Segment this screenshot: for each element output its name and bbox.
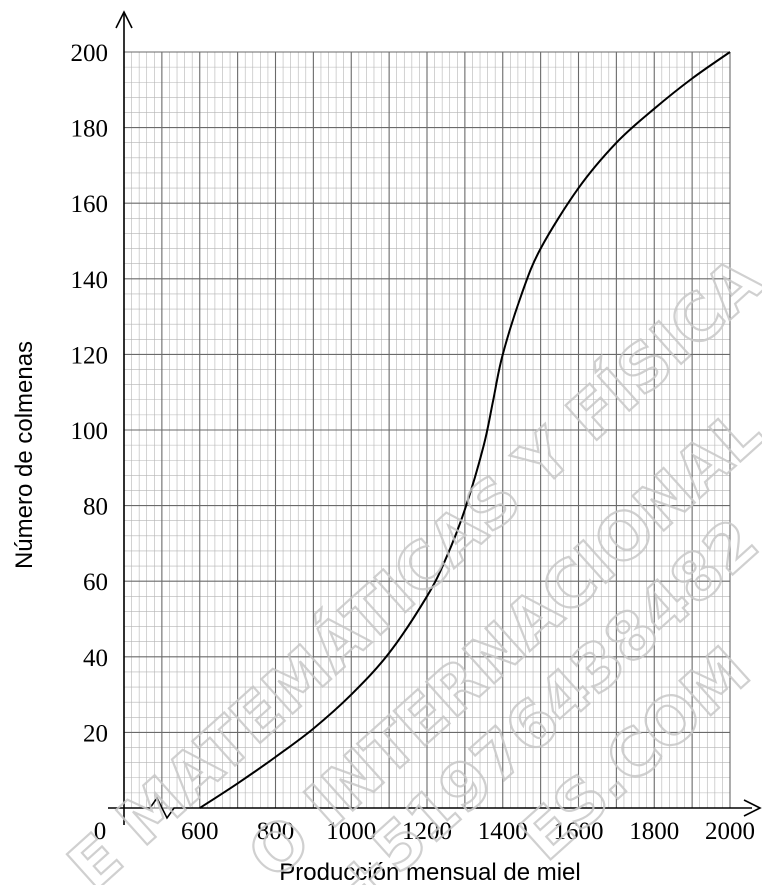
y-axis-title: Número de colmenas	[11, 341, 38, 569]
watermark: E MATEMÁTICAS Y FÍSICA O INTERNACIONAL +…	[53, 241, 762, 885]
x-axis-title: Producción mensual de miel	[279, 859, 581, 885]
y-tick-label: 160	[71, 191, 109, 218]
y-tick-label: 40	[83, 645, 108, 672]
x-tick-label: 1000	[326, 818, 376, 845]
x-tick-label: 1600	[554, 818, 604, 845]
y-tick-label: 80	[83, 494, 108, 521]
x-tick-label: 800	[257, 818, 295, 845]
x-axis-arrowhead	[743, 799, 762, 817]
x-axis-line	[108, 796, 752, 820]
y-tick-label: 60	[83, 569, 108, 596]
y-tick-labels: 20 40 60 80 100 120 140 160 180 200	[71, 40, 109, 747]
x-tick-label: 1400	[478, 818, 528, 845]
origin-label: 0	[94, 818, 107, 845]
cumulative-frequency-curve	[199, 51, 731, 809]
y-tick-label: 200	[71, 40, 109, 67]
x-tick-labels: 600 800 1000 1200 1400 1600 1800 2000	[181, 818, 755, 845]
y-tick-label: 120	[71, 342, 109, 369]
x-tick-label: 2000	[705, 818, 755, 845]
x-tick-label: 600	[181, 818, 219, 845]
y-tick-label: 180	[71, 116, 109, 143]
y-tick-label: 140	[71, 267, 109, 294]
y-axis-arrowhead	[115, 10, 133, 29]
y-tick-label: 100	[71, 418, 109, 445]
axes	[108, 10, 762, 825]
x-tick-label: 1800	[629, 818, 679, 845]
y-tick-label: 20	[83, 720, 108, 747]
x-tick-label: 1200	[402, 818, 452, 845]
